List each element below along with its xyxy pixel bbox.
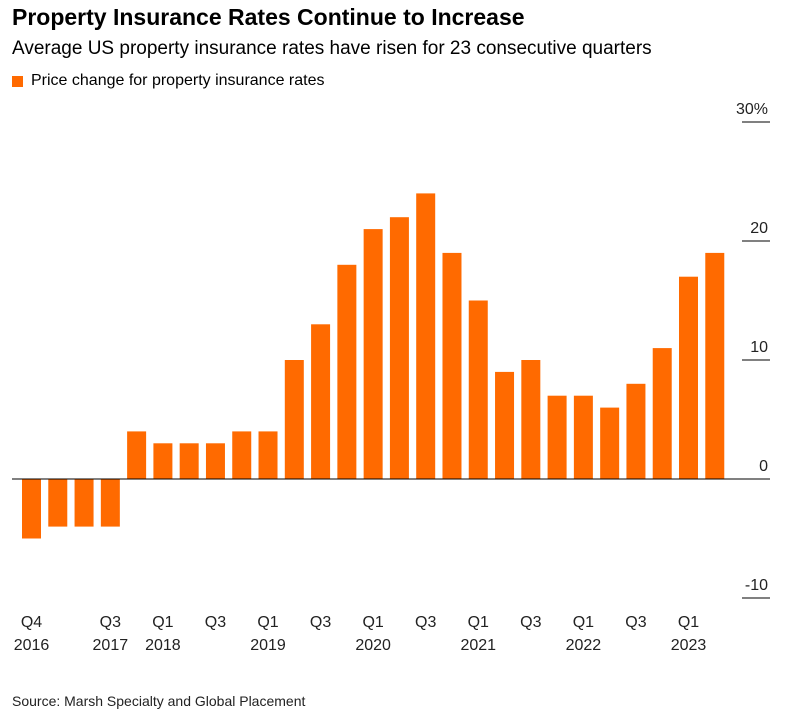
bar bbox=[705, 252, 725, 479]
x-tick-label: Q1 bbox=[573, 614, 594, 631]
bar bbox=[311, 324, 331, 479]
chart-title: Property Insurance Rates Continue to Inc… bbox=[12, 4, 525, 30]
bar bbox=[442, 252, 462, 479]
chart-subtitle: Average US property insurance rates have… bbox=[12, 38, 652, 59]
y-tick-label: 0 bbox=[759, 458, 768, 475]
x-tick-year-label: 2020 bbox=[355, 637, 391, 654]
bar bbox=[258, 431, 278, 479]
bar bbox=[468, 300, 488, 479]
x-tick-year-label: 2023 bbox=[671, 637, 707, 654]
x-tick-label: Q1 bbox=[152, 614, 173, 631]
bar bbox=[153, 443, 173, 479]
y-tick-label: -10 bbox=[745, 577, 768, 594]
bars bbox=[12, 193, 770, 539]
x-tick-label: Q3 bbox=[625, 614, 646, 631]
x-axis: Q4 2016 Q3 2017 Q1 2018 Q3 Q1 2019 Q3 Q1 2020 Q3 Q1 20… bbox=[14, 614, 707, 654]
bar bbox=[416, 193, 436, 479]
x-tick-label: Q3 bbox=[415, 614, 436, 631]
bar bbox=[495, 371, 515, 479]
x-tick-year-label: 2017 bbox=[93, 637, 129, 654]
bar bbox=[573, 395, 593, 479]
bar bbox=[205, 443, 225, 479]
bar bbox=[600, 407, 620, 479]
legend: Price change for property insurance rate… bbox=[12, 72, 324, 90]
x-tick-label: Q1 bbox=[468, 614, 489, 631]
bar bbox=[521, 360, 541, 479]
bar bbox=[652, 348, 672, 479]
x-tick-year-label: 2016 bbox=[14, 637, 50, 654]
x-tick-label: Q4 bbox=[21, 614, 42, 631]
bar bbox=[179, 443, 199, 479]
bar bbox=[100, 479, 120, 527]
x-tick-year-label: 2018 bbox=[145, 637, 181, 654]
x-tick-year-label: 2019 bbox=[250, 637, 286, 654]
legend-label: Price change for property insurance rate… bbox=[31, 72, 325, 89]
x-tick-label: Q3 bbox=[205, 614, 226, 631]
legend-swatch bbox=[12, 75, 23, 87]
x-tick-label: Q1 bbox=[257, 614, 278, 631]
bar bbox=[22, 479, 41, 539]
x-tick-year-label: 2022 bbox=[566, 637, 602, 654]
bar bbox=[679, 276, 698, 479]
bar bbox=[363, 229, 383, 479]
x-tick-label: Q1 bbox=[678, 614, 699, 631]
x-tick-year-label: 2021 bbox=[460, 637, 496, 654]
x-tick-label: Q3 bbox=[100, 614, 121, 631]
y-tick-label: 20 bbox=[750, 220, 768, 237]
y-tick-label: 10 bbox=[750, 339, 768, 356]
x-tick-label: Q3 bbox=[520, 614, 541, 631]
bar bbox=[48, 479, 68, 527]
bar bbox=[337, 264, 357, 479]
x-tick-label: Q3 bbox=[310, 614, 331, 631]
bar bbox=[547, 395, 567, 479]
bar bbox=[284, 360, 304, 479]
bar bbox=[74, 479, 94, 527]
x-tick-label: Q1 bbox=[362, 614, 383, 631]
bar bbox=[389, 217, 409, 479]
source-note: Source: Marsh Specialty and Global Place… bbox=[12, 693, 306, 709]
bar bbox=[232, 431, 252, 479]
bar bbox=[127, 431, 147, 479]
y-tick-label: 30% bbox=[736, 101, 768, 118]
bar bbox=[626, 383, 646, 479]
